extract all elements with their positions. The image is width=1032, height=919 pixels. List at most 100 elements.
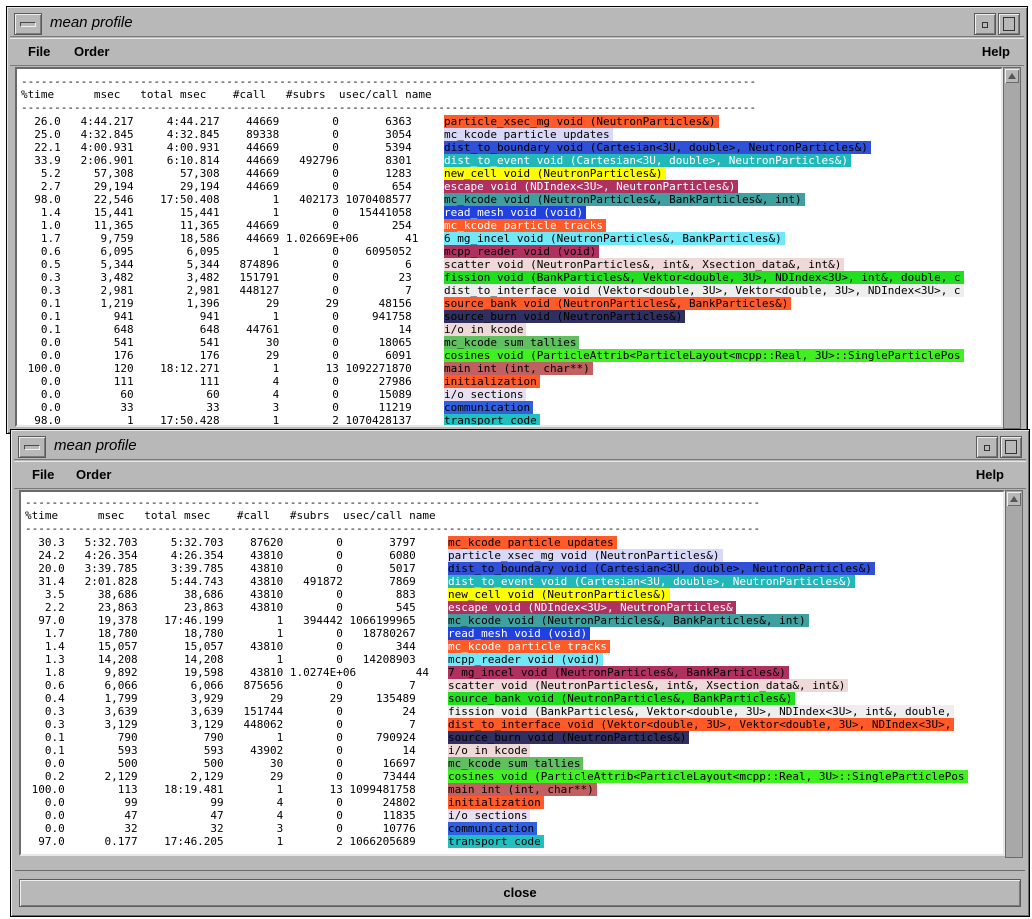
table-row[interactable]: 1.0 11,365 11,365 44669 0 254 mc_kcode pa… [21,219,964,232]
table-row[interactable]: 1.7 18,780 18,780 1 0 18780267 read_mesh … [25,627,968,640]
function-name[interactable]: mc_kcode void (NeutronParticles&, BankPa… [448,614,809,627]
table-row[interactable]: 0.3 3,129 3,129 448062 0 7 dist_to_interf… [25,718,968,731]
profile-text-pane[interactable]: ----------------------------------------… [15,67,1003,427]
table-row[interactable]: 1.4 15,441 15,441 1 0 15441058 read_mesh … [21,206,964,219]
menu-file[interactable]: File [28,44,51,59]
function-name[interactable]: transport code [444,414,540,425]
function-name[interactable]: i/o sections [448,809,531,822]
table-row[interactable]: 25.0 4:32.845 4:32.845 89338 0 3054 mc_kc… [21,128,964,141]
table-row[interactable]: 0.5 5,344 5,344 874896 0 6 scatter void (… [21,258,964,271]
function-name[interactable]: particle_xsec_mg void (NeutronParticles&… [448,549,723,562]
table-row[interactable]: 26.0 4:44.217 4:44.217 44669 0 6363 parti… [21,115,964,128]
table-row[interactable]: 20.0 3:39.785 3:39.785 43810 0 5017 dist_… [25,562,968,575]
table-row[interactable]: 1.3 14,208 14,208 1 0 14208903 mcpp_reade… [25,653,968,666]
function-name[interactable]: cosines void (ParticleAttrib<ParticleLay… [448,770,968,783]
function-name[interactable]: 7 mg_incel void (NeutronParticles&, Bank… [448,666,789,679]
function-name[interactable]: mc_kcode void (NeutronParticles&, BankPa… [444,193,805,206]
table-row[interactable]: 0.1 593 593 43902 0 14 i/o in kcode [25,744,968,757]
function-name[interactable]: fission void (BankParticles&, Vektor<dou… [444,271,964,284]
function-name[interactable]: dist_to_boundary void (Cartesian<3U, dou… [448,562,875,575]
function-name[interactable]: cosines void (ParticleAttrib<ParticleLay… [444,349,964,362]
function-name[interactable]: particle_xsec_mg void (NeutronParticles&… [444,115,719,128]
function-name[interactable]: i/o in kcode [444,323,527,336]
function-name[interactable]: communication [444,401,534,414]
table-row[interactable]: 5.2 57,308 57,308 44669 0 1283 new_cell v… [21,167,964,180]
function-name[interactable]: mcpp_reader void (void) [444,245,600,258]
function-name[interactable]: mc_kcode particle tracks [444,219,606,232]
function-name[interactable]: 6 mg_incel void (NeutronParticles&, Bank… [444,232,785,245]
table-row[interactable]: 0.3 3,639 3,639 151744 0 24 fission void … [25,705,968,718]
function-name[interactable]: dist_to_boundary void (Cartesian<3U, dou… [444,141,871,154]
function-name[interactable]: source_burn void (NeutronParticles&) [444,310,686,323]
menu-help[interactable]: Help [981,44,1010,59]
function-name[interactable]: mcpp_reader void (void) [448,653,604,666]
function-name[interactable]: main int (int, char**) [448,783,597,796]
maximize-icon[interactable] [998,13,1020,35]
function-name[interactable]: main int (int, char**) [444,362,593,375]
table-row[interactable]: 0.0 541 541 30 0 18065 mc_kcode sum talli… [21,336,964,349]
function-name[interactable]: initialization [444,375,540,388]
function-name[interactable]: dist_to_event void (Cartesian<3U, double… [448,575,855,588]
close-button[interactable]: close [19,879,1021,907]
table-row[interactable]: 22.1 4:00.931 4:00.931 44669 0 5394 dist_… [21,141,964,154]
table-row[interactable]: 0.6 6,066 6,066 875656 0 7 scatter void (… [25,679,968,692]
table-row[interactable]: 97.0 19,378 17:46.199 1 394442 106619996… [25,614,968,627]
table-row[interactable]: 1.8 9,892 19,598 43810 1.0274E+06 44 7 mg… [25,666,968,679]
function-name[interactable]: mc_kcode sum tallies [444,336,580,349]
function-name[interactable]: new_cell void (NeutronParticles&) [448,588,670,601]
title-bar[interactable]: mean profile [14,433,1026,460]
table-row[interactable]: 30.3 5:32.703 5:32.703 87620 0 3797 mc_kc… [25,536,968,549]
table-row[interactable]: 100.0 113 18:19.481 1 13 1099481758 main … [25,783,968,796]
function-name[interactable]: escape void (NDIndex<3U>, NeutronParticl… [448,601,736,614]
table-row[interactable]: 0.0 176 176 29 0 6091 cosines void (Parti… [21,349,964,362]
table-row[interactable]: 0.0 32 32 3 0 10776 communication [25,822,968,835]
function-name[interactable]: transport code [448,835,544,848]
table-row[interactable]: 0.3 3,482 3,482 151791 0 23 fission void … [21,271,964,284]
menu-order[interactable]: Order [74,44,110,59]
function-name[interactable]: read_mesh void (void) [448,627,591,640]
function-name[interactable]: i/o in kcode [448,744,531,757]
table-row[interactable]: 0.1 941 941 1 0 941758 source_burn void (… [21,310,964,323]
table-row[interactable]: 1.4 15,057 15,057 43810 0 344 mc_kcode pa… [25,640,968,653]
title-bar[interactable]: mean profile [10,10,1024,37]
function-name[interactable]: dist_to_event void (Cartesian<3U, double… [444,154,851,167]
window-menu-icon[interactable] [14,13,42,35]
function-name[interactable]: fission void (BankParticles&, Vektor<dou… [448,705,955,718]
table-row[interactable]: 2.7 29,194 29,194 44669 0 654 escape void… [21,180,964,193]
table-row[interactable]: 0.3 2,981 2,981 448127 0 7 dist_to_interf… [21,284,964,297]
function-name[interactable]: source_bank void (NeutronParticles&, Ban… [448,692,796,705]
table-row[interactable]: 0.0 60 60 4 0 15089 i/o sections [21,388,964,401]
table-row[interactable]: 0.1 1,219 1,396 29 29 48156 source_bank v… [21,297,964,310]
table-row[interactable]: 0.6 6,095 6,095 1 0 6095052 mcpp_reader v… [21,245,964,258]
function-name[interactable]: i/o sections [444,388,527,401]
function-name[interactable]: mc_kcode sum tallies [448,757,584,770]
function-name[interactable]: new_cell void (NeutronParticles&) [444,167,666,180]
function-name[interactable]: source_burn void (NeutronParticles&) [448,731,690,744]
function-name[interactable]: mc_kcode particle updates [448,536,617,549]
table-row[interactable]: 0.0 99 99 4 0 24802 initialization [25,796,968,809]
minimize-icon[interactable] [974,13,996,35]
table-row[interactable]: 97.0 0.177 17:46.205 1 2 1066205689 trans… [25,835,968,848]
function-name[interactable]: communication [448,822,538,835]
table-row[interactable]: 0.2 2,129 2,129 29 0 73444 cosines void (… [25,770,968,783]
function-name[interactable]: dist_to_interface void (Vektor<double, 3… [448,718,955,731]
menu-file[interactable]: File [32,467,55,482]
table-row[interactable]: 100.0 120 18:12.271 1 13 1092271870 main … [21,362,964,375]
function-name[interactable]: source_bank void (NeutronParticles&, Ban… [444,297,792,310]
table-row[interactable]: 0.0 33 33 3 0 11219 communication [21,401,964,414]
function-name[interactable]: scatter void (NeutronParticles&, int&, X… [448,679,849,692]
function-name[interactable]: mc_kcode particle tracks [448,640,610,653]
vertical-scrollbar[interactable] [1003,67,1021,429]
function-name[interactable]: read_mesh void (void) [444,206,587,219]
table-row[interactable]: 31.4 2:01.828 5:44.743 43810 491872 7869… [25,575,968,588]
menu-order[interactable]: Order [76,467,112,482]
table-row[interactable]: 24.2 4:26.354 4:26.354 43810 0 6080 parti… [25,549,968,562]
table-row[interactable]: 98.0 1 17:50.428 1 2 1070428137 transport… [21,414,964,425]
scroll-up-icon[interactable] [1007,492,1021,506]
table-row[interactable]: 1.7 9,759 18,586 44669 1.02669E+06 41 6 m… [21,232,964,245]
table-row[interactable]: 98.0 22,546 17:50.408 1 402173 107040857… [21,193,964,206]
table-row[interactable]: 0.1 648 648 44761 0 14 i/o in kcode [21,323,964,336]
function-name[interactable]: initialization [448,796,544,809]
vertical-scrollbar[interactable] [1005,490,1023,858]
table-row[interactable]: 33.9 2:06.901 6:10.814 44669 492796 8301… [21,154,964,167]
